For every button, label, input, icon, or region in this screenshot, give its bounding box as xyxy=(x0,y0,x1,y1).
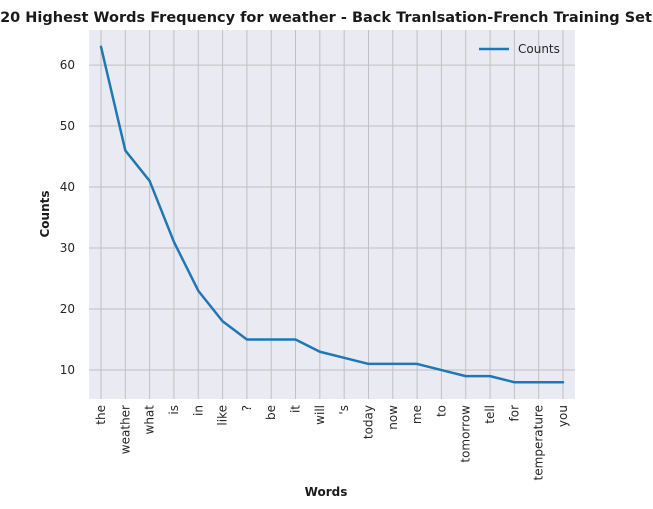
grid xyxy=(89,30,575,399)
y-tick-label: 40 xyxy=(60,180,75,194)
y-tick-label: 60 xyxy=(60,58,75,72)
y-tick-label: 30 xyxy=(60,241,75,255)
x-tick-labels: the weather what is in like? be it will 's today no… xyxy=(94,405,570,481)
x-tick-label: what xyxy=(143,405,157,435)
x-tick-label: today xyxy=(361,405,375,439)
x-tick-label: the xyxy=(94,405,108,425)
x-tick-label: 's xyxy=(337,405,351,415)
y-tick-label: 20 xyxy=(60,302,75,316)
x-axis-label: Words xyxy=(305,485,348,499)
series-line xyxy=(99,45,565,384)
x-tick-label: you xyxy=(556,405,570,427)
x-tick-label: tell xyxy=(483,405,497,424)
chart-title: 20 Highest Words Frequency for weather -… xyxy=(0,10,652,26)
x-tick-label: be xyxy=(264,405,278,420)
x-tick-label: like xyxy=(216,405,230,426)
x-tick-label: for xyxy=(507,405,521,422)
y-tick-labels: 10 20 30 40 50 60 xyxy=(60,58,75,377)
x-tick-label: to xyxy=(434,405,448,417)
x-tick-label: in xyxy=(191,405,205,416)
x-tick-label: ? xyxy=(240,405,254,411)
x-tick-label: is xyxy=(167,405,181,415)
series-layer xyxy=(99,45,565,384)
x-tick-label: me xyxy=(410,405,424,424)
x-tick-label: will xyxy=(313,405,327,425)
x-tick-label: weather xyxy=(118,405,132,454)
y-axis-label: Counts xyxy=(38,190,52,237)
plot-area xyxy=(89,30,575,399)
y-tick-label: 10 xyxy=(60,363,75,377)
x-tick-label: tomorrow xyxy=(459,405,473,463)
legend: Counts xyxy=(479,42,560,56)
legend-label: Counts xyxy=(518,42,560,56)
y-tick-label: 50 xyxy=(60,119,75,133)
x-tick-label: temperature xyxy=(532,405,546,480)
x-tick-label: it xyxy=(289,405,303,413)
x-tick-label: now xyxy=(386,405,400,430)
